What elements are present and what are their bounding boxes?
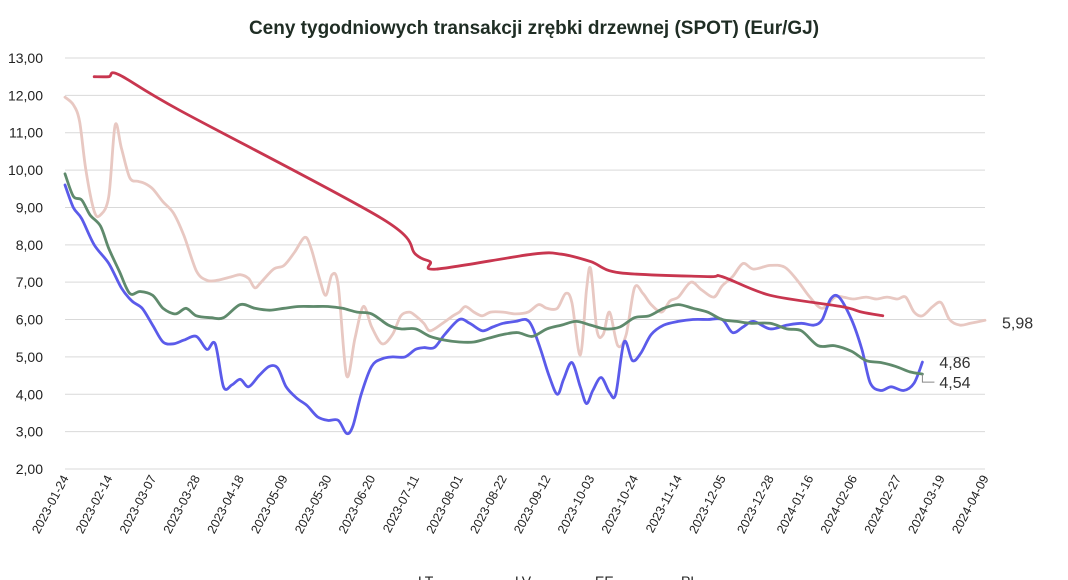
legend-item-ee: EE <box>595 573 614 580</box>
series-line-pl <box>92 71 885 318</box>
y-tick-label: 13,00 <box>8 50 43 66</box>
end-value-label: 5,98 <box>1002 315 1033 332</box>
x-tick-label: 2024-03-19 <box>905 473 947 536</box>
x-tick-label: 2023-08-01 <box>424 473 466 536</box>
x-tick-label: 2023-07-11 <box>380 473 422 535</box>
end-value-label: 4,54 <box>939 375 970 392</box>
x-tick-label: 2023-05-09 <box>248 473 290 536</box>
x-tick-label: 2023-10-24 <box>599 473 641 536</box>
y-tick-label: 4,00 <box>16 386 43 402</box>
y-tick-label: 11,00 <box>9 125 43 141</box>
x-tick-label: 2023-08-22 <box>467 473 509 536</box>
x-tick-label: 2023-12-05 <box>686 473 728 536</box>
x-tick-label: 2023-10-03 <box>555 473 597 536</box>
series-line-ee <box>63 95 987 379</box>
legend-label: LV <box>515 573 532 580</box>
y-tick-label: 6,00 <box>16 312 43 328</box>
legend-label: PL <box>681 573 698 580</box>
y-tick-label: 8,00 <box>16 237 43 253</box>
x-tick-label: 2024-04-09 <box>949 473 991 536</box>
chart-title: Ceny tygodniowych transakcji zrębki drze… <box>248 18 820 39</box>
x-tick-label: 2023-02-14 <box>73 473 115 536</box>
x-tick-label: 2023-03-28 <box>161 473 203 536</box>
end-labels: 5,98 4,86 4,54 <box>921 315 1033 392</box>
legend-item-lv: LV <box>515 573 532 580</box>
series-lines <box>63 71 987 436</box>
legend-label: EE <box>595 573 614 580</box>
x-tick-label: 2023-04-18 <box>205 473 247 536</box>
x-axis-ticks: 2023-01-24 2023-02-14 2023-03-07 2023-03-28… <box>29 473 991 536</box>
y-tick-label: 10,00 <box>8 162 43 178</box>
end-label-leader <box>921 374 935 383</box>
gridlines <box>65 57 985 470</box>
x-tick-label: 2023-01-24 <box>29 473 71 536</box>
x-tick-label: 2023-11-14 <box>643 473 685 535</box>
series-line-lt <box>63 183 924 436</box>
y-axis-ticks: 2,00 3,00 4,00 5,00 6,00 7,00 8,00 9,00 10,00 11,… <box>8 50 43 477</box>
y-tick-label: 9,00 <box>16 199 43 215</box>
x-tick-label: 2023-09-12 <box>511 473 553 536</box>
y-tick-label: 2,00 <box>16 461 43 477</box>
series-line-lv <box>63 172 924 376</box>
legend-label: LT <box>418 573 434 580</box>
y-tick-label: 12,00 <box>8 87 43 103</box>
x-tick-label: 2023-05-30 <box>292 473 334 536</box>
y-tick-label: 7,00 <box>16 274 43 290</box>
legend: LT LV EE PL <box>418 573 698 580</box>
x-tick-label: 2024-02-27 <box>862 473 904 536</box>
y-tick-label: 3,00 <box>16 424 43 440</box>
x-tick-label: 2024-02-06 <box>818 473 860 536</box>
x-tick-label: 2024-01-16 <box>774 473 816 536</box>
end-value-label: 4,86 <box>939 355 970 372</box>
x-tick-label: 2023-06-20 <box>336 473 378 536</box>
legend-item-pl: PL <box>681 573 698 580</box>
y-tick-label: 5,00 <box>16 349 43 365</box>
x-tick-label: 2023-03-07 <box>117 473 159 536</box>
legend-item-lt: LT <box>418 573 434 580</box>
x-tick-label: 2023-12-28 <box>734 473 776 536</box>
